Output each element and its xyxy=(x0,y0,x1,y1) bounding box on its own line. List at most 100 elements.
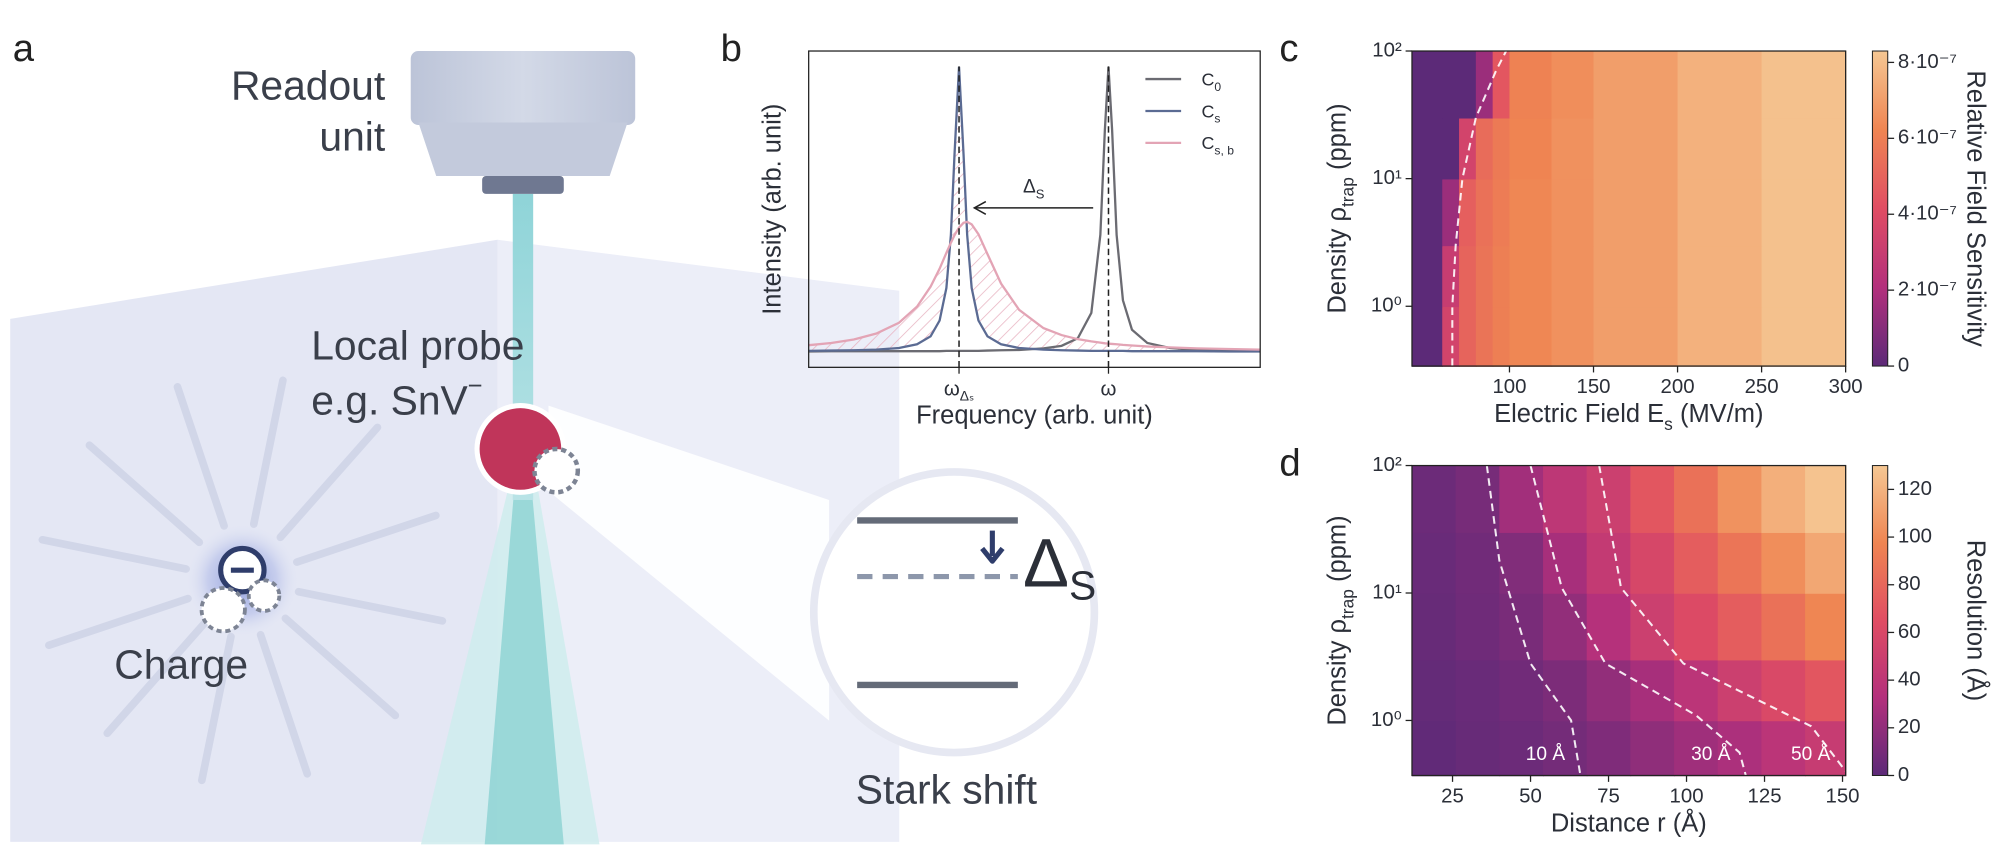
heat-cell xyxy=(1674,593,1719,661)
y-tick-label: 10⁰ xyxy=(1371,709,1402,731)
shift-arrow-head xyxy=(980,546,1005,564)
x-axis-label: Frequency (arb. unit) xyxy=(916,401,1153,429)
field-ray xyxy=(256,630,312,778)
heat-cell xyxy=(1586,532,1632,594)
heat-cell xyxy=(1459,51,1477,119)
heat-cell xyxy=(1411,245,1444,308)
heat-cell xyxy=(1543,593,1588,661)
probe-charge: − xyxy=(468,372,483,400)
x-tick-label: 50 xyxy=(1519,786,1542,808)
heat-cell xyxy=(1492,306,1511,367)
x-tick-label-sub: Δₛ xyxy=(960,387,974,403)
contour-line xyxy=(1598,465,1847,772)
legend-label-sub: s xyxy=(1214,112,1220,126)
heat-cell xyxy=(1761,117,1847,180)
colorbar-tick-label: 100 xyxy=(1898,525,1932,547)
heat-cell xyxy=(1475,245,1494,308)
field-ray xyxy=(45,594,192,650)
heat-cell xyxy=(1677,178,1763,247)
heat-cell xyxy=(1455,532,1501,594)
y-axis-label-text: Density ρ xyxy=(1324,619,1352,726)
heat-cell xyxy=(1593,117,1679,180)
probe-label: Local probe xyxy=(311,323,524,369)
panel-label: d xyxy=(1279,442,1300,485)
heat-cell xyxy=(1411,720,1457,777)
field-ray xyxy=(276,423,382,542)
axes-frame xyxy=(808,50,1261,368)
heat-cell xyxy=(1761,532,1806,594)
heat-cell xyxy=(1551,51,1595,119)
annotation: ΔS xyxy=(1023,177,1045,202)
heat-cell xyxy=(1761,51,1847,119)
annotation-sub: S xyxy=(1036,186,1045,201)
x-tick-label: 100 xyxy=(1492,376,1526,398)
panel-a: ΔS a Readout unit Local probe e.g. SnV− … xyxy=(10,27,1099,845)
heat-cell xyxy=(1411,51,1444,119)
heat-cell xyxy=(1551,306,1595,367)
axes-frame xyxy=(1411,50,1847,367)
colorbar-tick-label: 20 xyxy=(1898,716,1921,738)
charge-field-rays xyxy=(38,376,447,785)
field-ray xyxy=(294,587,447,625)
readout-unit xyxy=(418,122,628,177)
x-tick-label: 150 xyxy=(1576,376,1610,398)
colorbar-label: Relative Field Sensitivity xyxy=(1962,70,1990,347)
x-tick-label: ω xyxy=(1101,379,1117,401)
heat-cell xyxy=(1677,306,1763,367)
heat-cell xyxy=(1509,178,1553,247)
x-tick-label: 300 xyxy=(1829,376,1863,398)
y-tick-label: 10¹ xyxy=(1372,167,1402,189)
heat-cell xyxy=(1761,306,1847,367)
heat-cell xyxy=(1761,465,1806,533)
heat-cell xyxy=(1499,593,1544,661)
heat-cell xyxy=(1411,659,1457,722)
readout-aperture xyxy=(482,176,564,194)
heat-cell xyxy=(1586,720,1632,777)
x-tick-label: 200 xyxy=(1661,376,1695,398)
heat-cell xyxy=(1761,593,1806,661)
readout-unit xyxy=(410,51,636,125)
y-axis-label-tail: (ppm) xyxy=(1324,515,1352,582)
colorbar-tick-label: 0 xyxy=(1898,354,1909,376)
heat-cell xyxy=(1442,117,1460,180)
contour-label: 10 Å xyxy=(1526,744,1566,765)
field-ray xyxy=(38,535,190,573)
heat-cell xyxy=(1411,532,1457,594)
heat-cell xyxy=(1630,593,1675,661)
heat-cell xyxy=(1551,245,1595,308)
legend-label: Cs xyxy=(1202,101,1221,125)
contour-label: 50 Å xyxy=(1791,744,1831,765)
heat-cell xyxy=(1455,465,1501,533)
x-axis-label: Electric Field Es (MV/m) xyxy=(1494,400,1763,434)
colorbar-label: Resolution (Å) xyxy=(1962,540,1992,702)
heat-cell xyxy=(1455,593,1501,661)
colorbar xyxy=(1871,50,1889,367)
heat-cell xyxy=(1586,659,1632,722)
x-tick-label: 75 xyxy=(1597,786,1620,808)
y-axis-label-tail: (ppm) xyxy=(1324,103,1352,170)
colorbar-tick-label: 8·10⁻⁷ xyxy=(1898,51,1957,73)
heat-cell xyxy=(1717,593,1763,661)
y-axis-label: Density ρtrap (ppm) xyxy=(1324,103,1358,313)
field-ray xyxy=(173,383,228,530)
zoom-wedge xyxy=(548,405,830,721)
heat-cell xyxy=(1442,178,1460,247)
x-axis-label-tail: (MV/m) xyxy=(1680,400,1764,428)
heat-cell xyxy=(1805,532,1847,594)
field-ray xyxy=(197,632,235,785)
legend-label-text: C xyxy=(1202,69,1215,89)
heat-cell xyxy=(1411,178,1444,247)
heat-cell xyxy=(1492,245,1511,308)
colorbar-tick-label: 0 xyxy=(1898,764,1909,786)
panel-label: a xyxy=(13,27,35,70)
heat-cell xyxy=(1442,51,1460,119)
heat-cell xyxy=(1593,306,1679,367)
legend-label-text: C xyxy=(1202,101,1215,121)
colorbar-tick-label: 80 xyxy=(1898,573,1921,595)
field-ray xyxy=(103,619,209,738)
heat-cell xyxy=(1411,593,1457,661)
field-ray xyxy=(292,511,440,566)
heat-cell xyxy=(1593,51,1679,119)
x-tick-label-text: ω xyxy=(944,379,960,401)
